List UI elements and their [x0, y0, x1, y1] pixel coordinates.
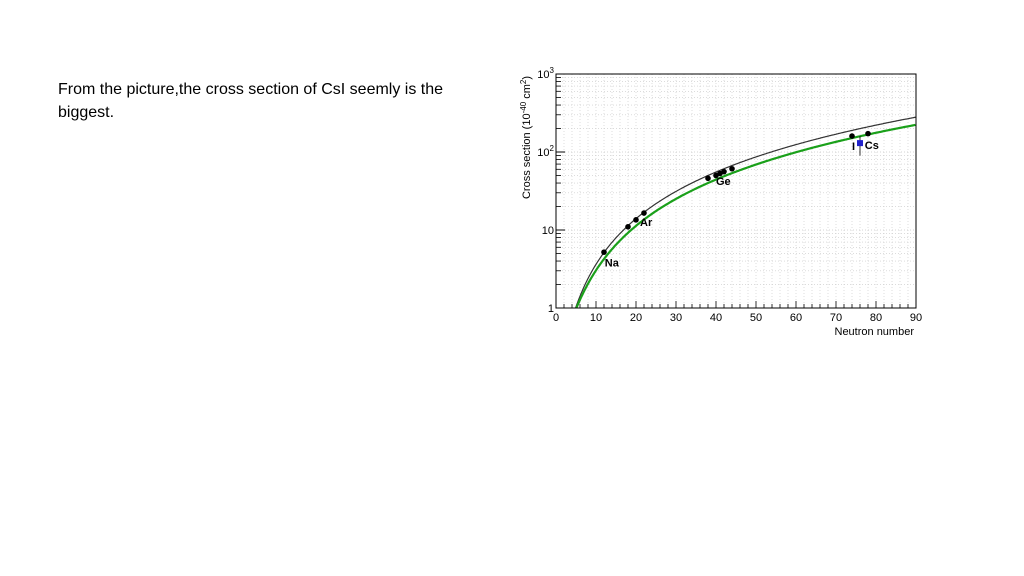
data-point	[705, 175, 711, 182]
x-tick-label: 60	[790, 312, 802, 324]
annotation-label: Ge	[716, 176, 731, 188]
y-tick-label: 103	[537, 66, 554, 81]
x-tick-label: 20	[630, 312, 642, 324]
x-tick-label: 0	[553, 312, 559, 324]
data-points	[601, 130, 871, 255]
data-point	[633, 217, 639, 223]
plot-frame	[555, 73, 917, 309]
data-point	[625, 223, 631, 230]
annotation-label: I	[852, 141, 855, 153]
y-axis-title-exp2: 2	[519, 79, 528, 84]
x-tick-label: 30	[670, 312, 682, 324]
annotation-label: Ar	[640, 217, 653, 229]
y-axis-title-mid: cm	[521, 84, 533, 102]
annotations: Na Ar Ge I Cs	[605, 140, 879, 270]
y-axis-title: Cross section (10-40 cm2)	[519, 76, 533, 199]
annotation-label: Cs	[865, 140, 879, 152]
curves	[575, 116, 916, 308]
x-tick-label: 90	[910, 312, 922, 324]
y-tick-label: 102	[537, 144, 554, 159]
data-point	[721, 168, 727, 175]
curve-black	[575, 116, 916, 308]
y-axis-title-end: )	[521, 76, 533, 80]
y-axis-title-main: Cross section (10	[521, 113, 533, 199]
slide-text: From the picture,the cross section of Cs…	[58, 81, 444, 121]
x-tick-label: 50	[750, 312, 762, 324]
measurement-marker	[857, 140, 863, 147]
data-point	[729, 165, 735, 172]
cross-section-chart: 0 10 20 30 40 50 60 70 80 90 1 10 102 103 Na Ar Ge I Cs N…	[518, 66, 928, 346]
annotation-label: Na	[605, 258, 620, 270]
x-tick-label: 40	[710, 312, 722, 324]
x-tick-label: 10	[590, 312, 602, 324]
plot-background	[518, 66, 928, 346]
data-point	[865, 130, 871, 137]
x-tick-label: 80	[870, 312, 882, 324]
y-tick-label: 10	[542, 225, 554, 237]
data-point	[641, 210, 647, 216]
curve-green	[575, 123, 916, 308]
y-tick-label: 1	[548, 303, 554, 315]
axes: 0 10 20 30 40 50 60 70 80 90 1 10 102 103	[537, 66, 922, 324]
data-point	[849, 133, 855, 139]
x-tick-label: 70	[830, 312, 842, 324]
data-point	[601, 249, 607, 255]
x-axis-title: Neutron number	[835, 326, 915, 338]
y-axis-title-exp1: -40	[519, 101, 528, 113]
